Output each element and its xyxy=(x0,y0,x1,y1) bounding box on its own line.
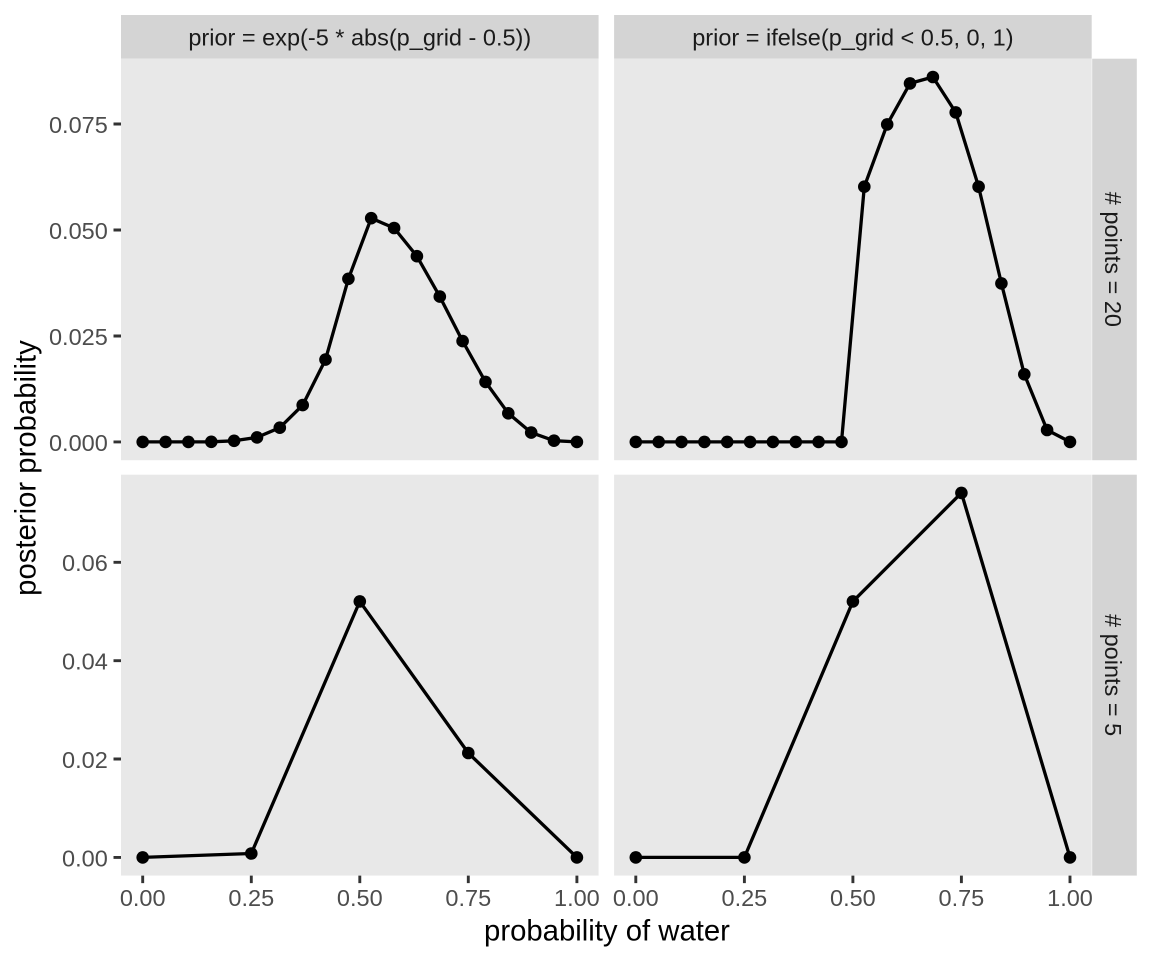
svg-text:probability of water: probability of water xyxy=(484,914,730,947)
svg-text:0.75: 0.75 xyxy=(445,885,491,911)
svg-text:0.000: 0.000 xyxy=(49,430,108,456)
svg-text:0.75: 0.75 xyxy=(939,885,985,911)
svg-text:0.50: 0.50 xyxy=(337,885,383,911)
svg-text:0.04: 0.04 xyxy=(62,649,108,675)
svg-text:0.050: 0.050 xyxy=(49,218,108,244)
svg-text:0.00: 0.00 xyxy=(62,845,108,871)
svg-text:0.50: 0.50 xyxy=(830,885,876,911)
svg-text:# points = 20: # points = 20 xyxy=(1100,192,1126,327)
svg-text:1.00: 1.00 xyxy=(1047,885,1093,911)
svg-text:posterior probability: posterior probability xyxy=(10,340,43,596)
svg-text:# points = 5: # points = 5 xyxy=(1100,614,1126,736)
svg-text:0.00: 0.00 xyxy=(120,885,166,911)
svg-text:0.06: 0.06 xyxy=(62,550,108,576)
svg-text:prior = exp(-5 * abs(p_grid -: prior = exp(-5 * abs(p_grid - 0.5)) xyxy=(188,24,531,50)
svg-text:0.25: 0.25 xyxy=(722,885,768,911)
svg-text:0.075: 0.075 xyxy=(49,112,108,138)
svg-text:prior = ifelse(p_grid < 0.5, 0: prior = ifelse(p_grid < 0.5, 0, 1) xyxy=(692,24,1013,50)
svg-text:0.02: 0.02 xyxy=(62,747,108,773)
svg-text:0.25: 0.25 xyxy=(228,885,274,911)
svg-text:0.00: 0.00 xyxy=(613,885,659,911)
svg-text:0.025: 0.025 xyxy=(49,324,108,350)
svg-text:1.00: 1.00 xyxy=(554,885,600,911)
